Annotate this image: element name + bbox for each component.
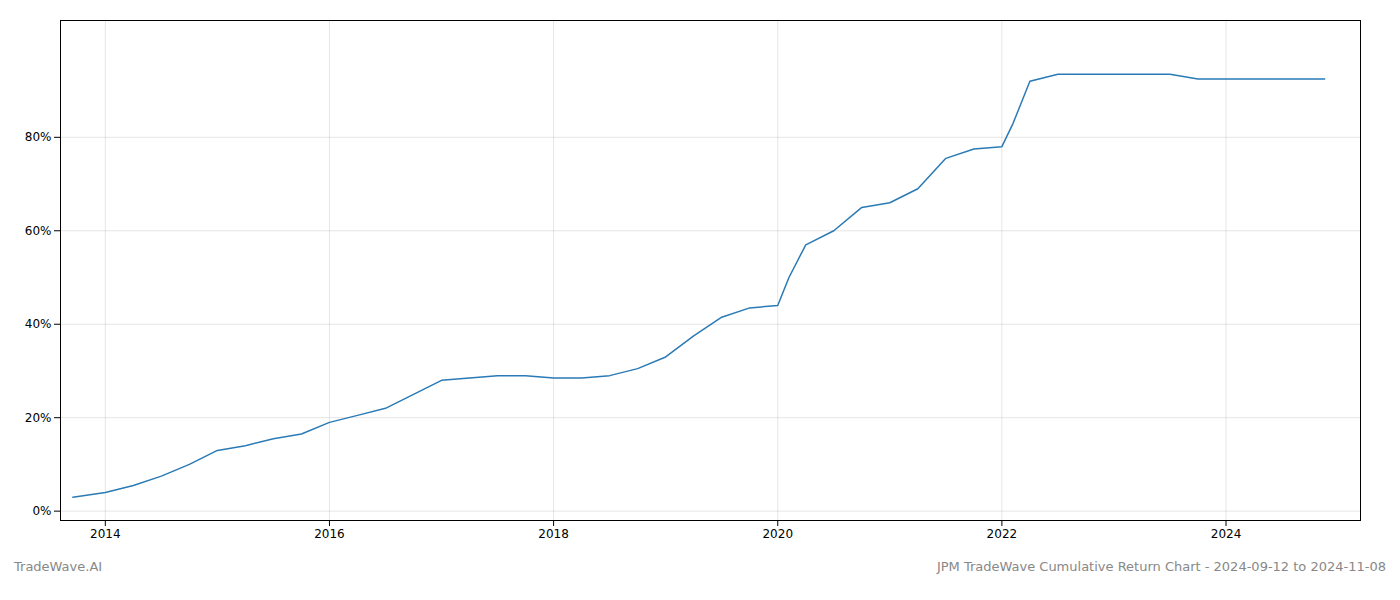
html-text:TradeWave.AI: TradeWave.AI [14,559,103,574]
svg-text:60%: 60% [25,224,52,238]
svg-text:2024: 2024 [1211,527,1242,541]
svg-text:0%: 0% [32,504,51,518]
svg-text:2020: 2020 [762,527,793,541]
svg-text:20%: 20% [25,411,52,425]
svg-text:40%: 40% [25,317,52,331]
svg-text:2014: 2014 [90,527,121,541]
html-text:JPM TradeWave Cumulative Retur: JPM TradeWave Cumulative Return Chart - … [936,559,1386,574]
svg-text:2016: 2016 [314,527,345,541]
svg-text:2018: 2018 [538,527,569,541]
svg-text:2022: 2022 [987,527,1018,541]
svg-text:80%: 80% [25,130,52,144]
